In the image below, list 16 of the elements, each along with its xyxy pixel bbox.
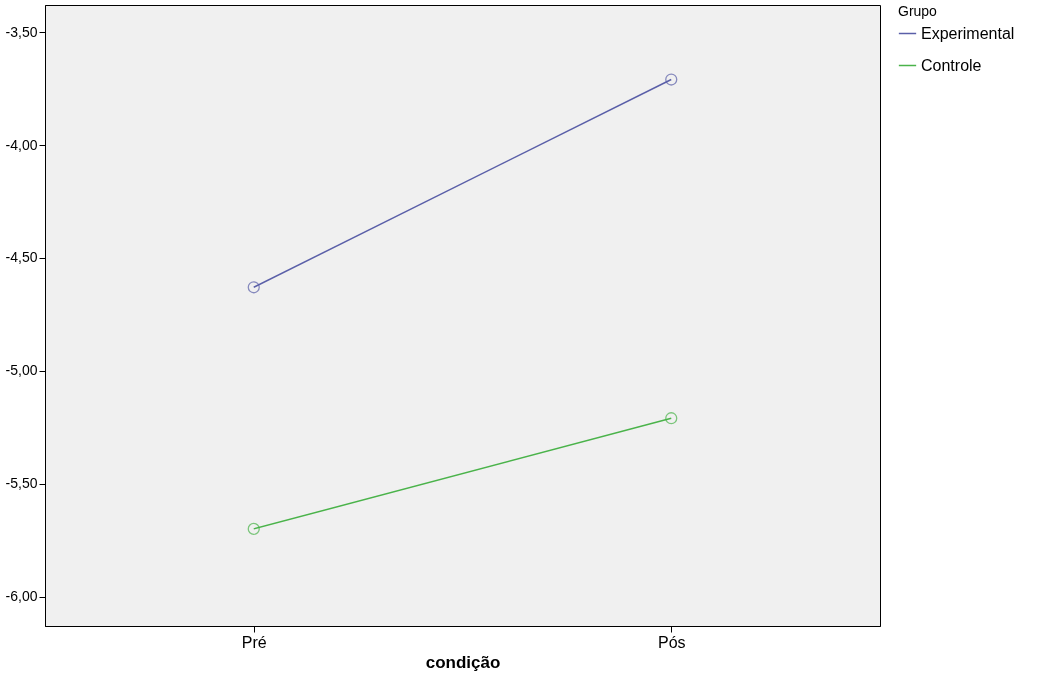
legend-label: Experimental [921,24,1015,42]
x-axis-title: condição [425,652,501,672]
y-tick-label: -5,00 [5,362,38,379]
point [665,73,678,86]
x-tick-label: Pré [241,633,267,651]
point [665,412,678,425]
y-tick-label: -6,00 [5,588,38,605]
x-tick-label: Pós [657,633,686,651]
y-tick-label: -4,50 [5,249,38,266]
point [247,522,260,536]
point [247,281,260,294]
legend-title: Grupo [898,3,938,19]
y-tick-label: -5,50 [5,475,38,492]
y-tick-label: -4,00 [5,136,38,153]
legend-label: Controle [921,56,982,74]
y-tick-label: -3,50 [5,23,38,40]
